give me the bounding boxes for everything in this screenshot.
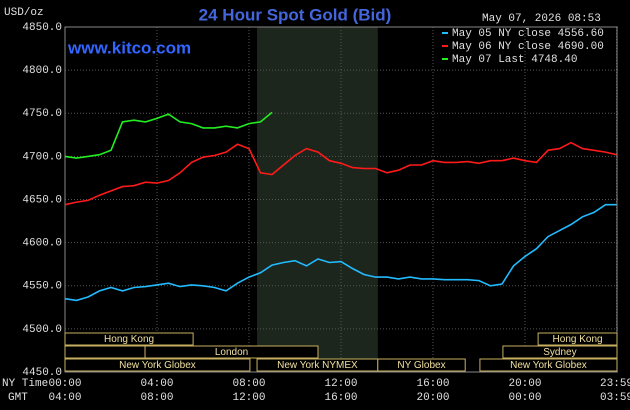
x-axis-label-gmt: GMT: [8, 392, 28, 404]
x-tick-label: 16:00: [416, 378, 449, 390]
x-tick-label-gmt: 00:00: [508, 392, 541, 404]
x-tick-label-gmt: 04:00: [48, 392, 81, 404]
y-tick-label: 4500.0: [22, 324, 62, 336]
chart-title: 24 Hour Spot Gold (Bid): [199, 5, 392, 24]
legend-label: May 05 NY close 4556.60: [452, 28, 604, 40]
session-label: Sydney: [543, 347, 576, 358]
x-tick-label: 08:00: [232, 378, 265, 390]
session-box: [377, 358, 466, 372]
session-box: [64, 345, 146, 359]
x-tick-label-gmt: 12:00: [232, 392, 265, 404]
x-tick-label: 20:00: [508, 378, 541, 390]
legend-label: May 07 Last 4748.40: [452, 54, 577, 66]
session-box: [502, 345, 618, 359]
session-label: Hong Kong: [104, 334, 154, 345]
price-line: [64, 203, 617, 302]
y-tick-label: 4450.0: [22, 367, 62, 379]
timestamp: May 07, 2026 08:53: [482, 13, 601, 25]
x-tick-label-gmt: 03:59: [600, 392, 630, 404]
session-box: [64, 332, 194, 346]
y-tick-label: 4750.0: [22, 108, 62, 120]
chart-subtitle: www.kitco.com: [67, 38, 191, 57]
y-tick-label: 4600.0: [22, 238, 62, 250]
x-tick-label-gmt: 20:00: [416, 392, 449, 404]
session-box: [144, 345, 319, 359]
session-label: NY Globex: [397, 360, 445, 371]
y-axis-label: USD/oz: [4, 7, 44, 19]
session-label: New York NYMEX: [277, 360, 358, 371]
x-tick-label: 12:00: [324, 378, 357, 390]
legend-label: May 06 NY close 4690.00: [452, 41, 604, 53]
price-line: [64, 141, 617, 206]
session-label: London: [215, 347, 248, 358]
x-tick-label-gmt: 08:00: [140, 392, 173, 404]
price-line: [64, 111, 273, 159]
y-tick-label: 4550.0: [22, 281, 62, 293]
y-tick-label: 4700.0: [22, 151, 62, 163]
x-tick-label: 23:59: [600, 378, 630, 390]
session-label: New York Globex: [119, 360, 196, 371]
y-tick-label: 4650.0: [22, 194, 62, 206]
session-label: Hong Kong: [553, 334, 603, 345]
session-box: [64, 358, 251, 372]
y-tick-label: 4800.0: [22, 65, 62, 77]
y-tick-label: 4850.0: [22, 22, 62, 34]
x-tick-label-gmt: 16:00: [324, 392, 357, 404]
session-box: [537, 332, 618, 346]
x-axis-label: NY Time: [2, 378, 48, 390]
session-label: New York Globex: [510, 360, 587, 371]
plot-frame: [64, 26, 618, 373]
x-tick-label: 00:00: [48, 378, 81, 390]
x-tick-label: 04:00: [140, 378, 173, 390]
session-box: [479, 358, 618, 372]
